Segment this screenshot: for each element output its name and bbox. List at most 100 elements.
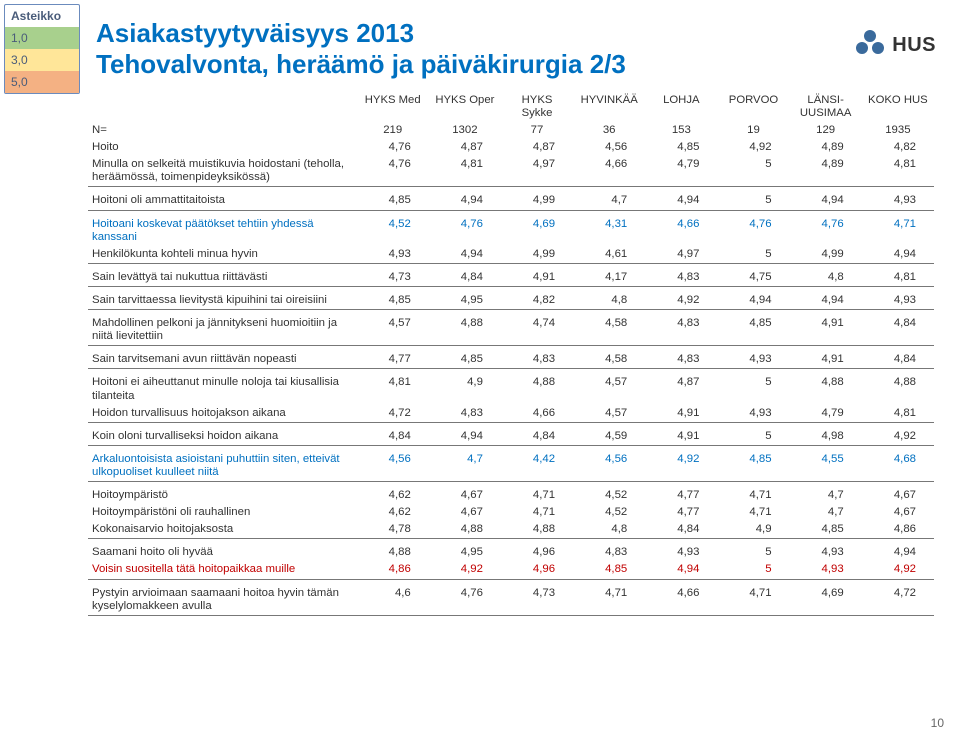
row-value: 4,84 (862, 351, 934, 369)
row-label: Hoidon turvallisuus hoitojakson aikana (88, 405, 357, 423)
n-value-3: 36 (573, 122, 645, 139)
title-line-2: Tehovalvonta, heräämö ja päiväkirurgia 2… (96, 49, 626, 79)
n-value-4: 153 (645, 122, 717, 139)
row-value: 4,86 (862, 521, 934, 539)
row-value: 4,88 (357, 544, 429, 561)
data-table-wrap: HYKS MedHYKS OperHYKSSykkeHYVINKÄÄLOHJAP… (88, 92, 934, 616)
row-value: 4,95 (429, 292, 501, 310)
row-value: 4,56 (573, 139, 645, 156)
row-value: 4,56 (573, 451, 645, 482)
row-value: 4,68 (862, 451, 934, 482)
hus-logo: HUS (856, 30, 936, 60)
row-value: 4,89 (790, 156, 862, 187)
table-row: Koin oloni turvalliseksi hoidon aikana 4,… (88, 428, 934, 446)
row-label: Pystyin arvioimaan saamaani hoitoa hyvin… (88, 585, 357, 616)
row-value: 4,88 (429, 315, 501, 346)
table-row: Kokonaisarvio hoitojaksosta4,784,884,884… (88, 521, 934, 539)
row-value: 4,82 (501, 292, 573, 310)
row-value: 4,83 (645, 315, 717, 346)
row-value: 4,93 (357, 246, 429, 264)
row-value: 4,94 (429, 246, 501, 264)
table-row: Hoitoani koskevat päätökset tehtiin yhde… (88, 216, 934, 246)
row-value: 4,66 (645, 216, 717, 246)
row-value: 4,92 (862, 428, 934, 446)
row-value: 4,94 (790, 192, 862, 210)
row-value: 4,94 (645, 561, 717, 579)
row-value: 4,85 (645, 139, 717, 156)
n-value-0: 219 (357, 122, 429, 139)
hus-logo-text: HUS (892, 34, 936, 57)
table-row: Hoito4,764,874,874,564,854,924,894,82 (88, 139, 934, 156)
row-value: 4,69 (501, 216, 573, 246)
row-value: 4,71 (862, 216, 934, 246)
row-value: 4,95 (429, 544, 501, 561)
scale-title: Asteikko (5, 5, 79, 27)
table-row: Minulla on selkeitä muistikuvia hoidosta… (88, 156, 934, 187)
row-value: 4,94 (429, 428, 501, 446)
row-label: Hoitoni ei aiheuttanut minulle noloja ta… (88, 374, 357, 404)
n-value-5: 19 (717, 122, 789, 139)
title-line-1: Asiakastyytyväisyys 2013 (96, 18, 414, 48)
row-value: 4,66 (645, 585, 717, 616)
column-header-3: HYVINKÄÄ (573, 92, 645, 122)
row-value: 4,76 (357, 139, 429, 156)
row-label: Hoito (88, 139, 357, 156)
row-value: 4,85 (717, 451, 789, 482)
table-row: Hoidon turvallisuus hoitojakson aikana4,… (88, 405, 934, 423)
row-value: 4,57 (573, 405, 645, 423)
row-value: 4,92 (645, 451, 717, 482)
row-value: 4,71 (717, 504, 789, 521)
row-value: 4,79 (645, 156, 717, 187)
row-value: 4,93 (790, 561, 862, 579)
row-value: 4,9 (429, 374, 501, 404)
n-value-2: 77 (501, 122, 573, 139)
header-blank (88, 92, 357, 122)
table-row: Henkilökunta kohteli minua hyvin4,934,94… (88, 246, 934, 264)
row-value: 4,84 (501, 428, 573, 446)
row-value: 5 (717, 561, 789, 579)
row-value: 4,66 (501, 405, 573, 423)
row-value: 5 (717, 428, 789, 446)
row-label: Saamani hoito oli hyvää (88, 544, 357, 561)
row-label: Koin oloni turvalliseksi hoidon aikana (88, 428, 357, 446)
row-value: 4,42 (501, 451, 573, 482)
row-value: 4,75 (717, 269, 789, 287)
row-value: 4,85 (573, 561, 645, 579)
row-value: 4,71 (501, 504, 573, 521)
row-value: 4,94 (645, 192, 717, 210)
row-value: 4,88 (429, 521, 501, 539)
column-header-6: LÄNSI-UUSIMAA (790, 92, 862, 122)
n-label: N= (88, 122, 357, 139)
page-number: 10 (931, 716, 944, 730)
row-value: 4,81 (357, 374, 429, 404)
row-value: 4,76 (357, 156, 429, 187)
row-value: 4,74 (501, 315, 573, 346)
row-value: 4,93 (862, 192, 934, 210)
row-value: 4,57 (357, 315, 429, 346)
row-value: 5 (717, 246, 789, 264)
row-value: 4,81 (862, 156, 934, 187)
row-value: 4,77 (357, 351, 429, 369)
row-value: 4,85 (429, 351, 501, 369)
row-value: 4,76 (429, 585, 501, 616)
row-value: 4,71 (717, 585, 789, 616)
row-value: 4,88 (501, 374, 573, 404)
row-value: 4,9 (717, 521, 789, 539)
row-value: 4,92 (645, 292, 717, 310)
scale-item-5: 5,0 (5, 71, 79, 93)
row-value: 4,91 (645, 428, 717, 446)
row-value: 4,72 (357, 405, 429, 423)
row-value: 4,71 (573, 585, 645, 616)
row-value: 4,97 (645, 246, 717, 264)
row-value: 4,91 (645, 405, 717, 423)
row-label: Kokonaisarvio hoitojaksosta (88, 521, 357, 539)
row-value: 4,8 (790, 269, 862, 287)
row-value: 4,67 (429, 504, 501, 521)
row-label: Hoitoni oli ammattitaitoista (88, 192, 357, 210)
table-row: Arkaluontoisista asioistani puhuttiin si… (88, 451, 934, 482)
row-value: 4,89 (790, 139, 862, 156)
row-value: 4,84 (645, 521, 717, 539)
row-value: 4,92 (717, 139, 789, 156)
table-row: Hoitoympäristö4,624,674,714,524,774,714,… (88, 487, 934, 504)
row-value: 4,92 (429, 561, 501, 579)
